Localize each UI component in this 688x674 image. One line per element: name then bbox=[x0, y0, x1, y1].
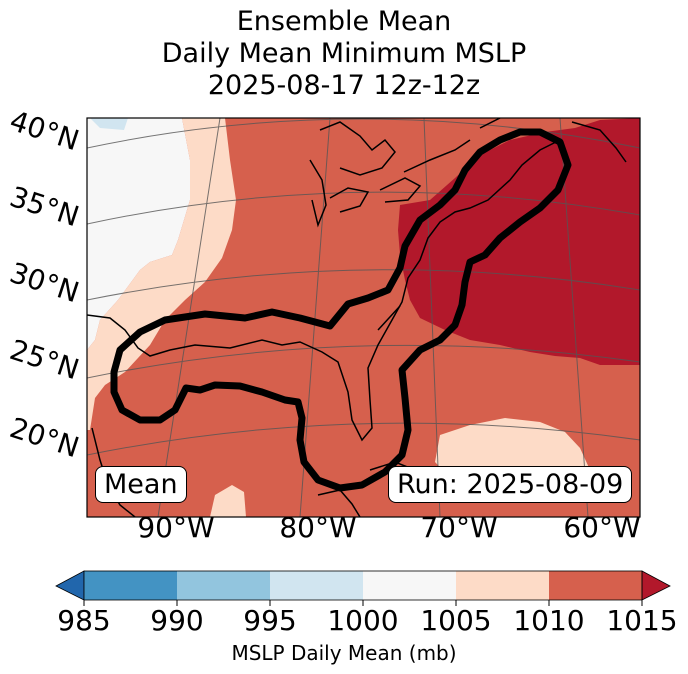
pressure-field-1005-west bbox=[87, 118, 236, 430]
colorbar-bin-1000-1005 bbox=[363, 571, 456, 600]
colorbar-label: MSLP Daily Mean (mb) bbox=[231, 641, 457, 665]
colorbar-tick-1000: 1000 bbox=[327, 604, 399, 637]
colorbar-bin-995-1000 bbox=[270, 571, 363, 600]
graticule bbox=[87, 118, 640, 517]
highlight-contour bbox=[110, 128, 572, 492]
colorbar-tick-1005: 1005 bbox=[420, 604, 492, 637]
lon-label-80w: 80°W bbox=[279, 511, 357, 544]
map-frame bbox=[86, 117, 641, 518]
colorbar-bin-985-990 bbox=[84, 571, 177, 600]
pressure-field-1000 bbox=[87, 118, 190, 350]
lon-label-70w: 70°W bbox=[420, 511, 498, 544]
title-line-1: Ensemble Mean bbox=[236, 6, 452, 37]
colorbar-tick-995: 995 bbox=[243, 604, 297, 637]
coastlines bbox=[87, 118, 627, 517]
mean-label-box: Mean bbox=[95, 466, 187, 503]
lon-label-90w: 90°W bbox=[137, 511, 215, 544]
colorbar-bin-1005-1010 bbox=[456, 571, 549, 600]
colorbar-tick-1015: 1015 bbox=[606, 604, 678, 637]
title-line-2: Daily Mean Minimum MSLP bbox=[161, 38, 527, 69]
run-label-box: Run: 2025-08-09 bbox=[388, 466, 633, 503]
title-line-3: 2025-08-17 12z-12z bbox=[207, 70, 481, 101]
colorbar-extend-low bbox=[55, 570, 85, 601]
colorbar-bin-1010-1015 bbox=[549, 571, 642, 600]
lon-label-60w: 60°W bbox=[563, 511, 641, 544]
colorbar-extend-high bbox=[641, 570, 671, 601]
colorbar-tick-985: 985 bbox=[57, 604, 111, 637]
pressure-field-995 bbox=[90, 118, 128, 130]
colorbar-tick-1010: 1010 bbox=[513, 604, 585, 637]
colorbar-bin-990-995 bbox=[177, 571, 270, 600]
colorbar-tick-990: 990 bbox=[150, 604, 204, 637]
pressure-field-1005-south bbox=[210, 485, 246, 517]
